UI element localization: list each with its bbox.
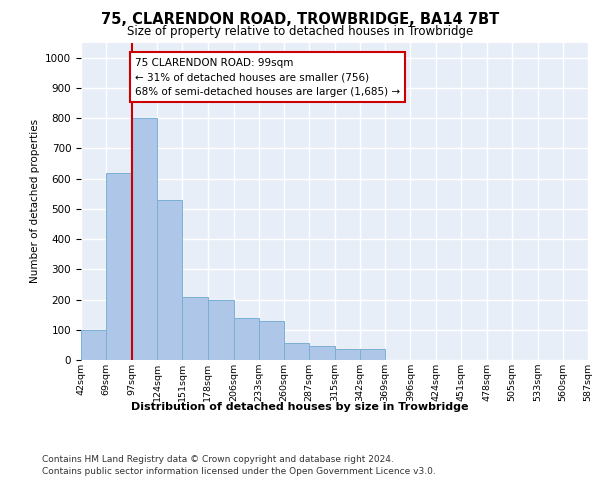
Bar xyxy=(157,200,182,360)
Text: Contains public sector information licensed under the Open Government Licence v3: Contains public sector information licen… xyxy=(42,468,436,476)
Text: Contains HM Land Registry data © Crown copyright and database right 2024.: Contains HM Land Registry data © Crown c… xyxy=(42,455,394,464)
Bar xyxy=(335,350,360,360)
Bar xyxy=(132,118,157,360)
Text: Size of property relative to detached houses in Trowbridge: Size of property relative to detached ho… xyxy=(127,25,473,38)
Text: 75 CLARENDON ROAD: 99sqm
← 31% of detached houses are smaller (756)
68% of semi-: 75 CLARENDON ROAD: 99sqm ← 31% of detach… xyxy=(135,58,400,97)
Bar xyxy=(81,330,106,360)
Bar xyxy=(309,346,335,360)
Bar xyxy=(182,296,208,360)
Bar xyxy=(233,318,259,360)
Bar xyxy=(360,350,385,360)
Bar xyxy=(208,300,233,360)
Y-axis label: Number of detached properties: Number of detached properties xyxy=(29,119,40,284)
Text: Distribution of detached houses by size in Trowbridge: Distribution of detached houses by size … xyxy=(131,402,469,412)
Bar xyxy=(259,320,284,360)
Bar xyxy=(106,172,132,360)
Bar xyxy=(284,344,309,360)
Text: 75, CLARENDON ROAD, TROWBRIDGE, BA14 7BT: 75, CLARENDON ROAD, TROWBRIDGE, BA14 7BT xyxy=(101,12,499,28)
